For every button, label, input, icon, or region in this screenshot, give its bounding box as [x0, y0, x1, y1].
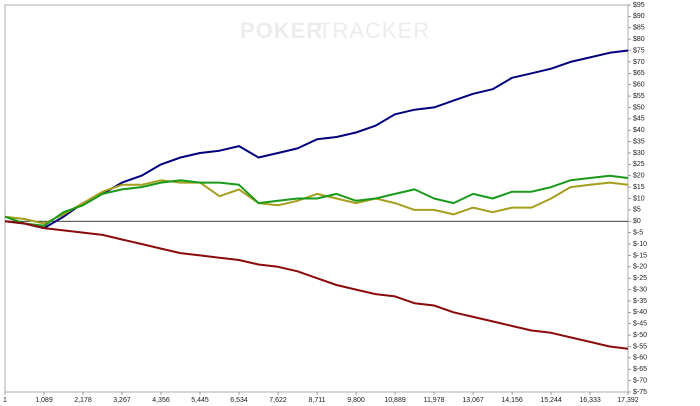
series-line [4, 179, 629, 225]
series-line [4, 174, 629, 227]
y-tick-label: $-5 [633, 229, 643, 236]
y-tick-label: $95 [633, 2, 645, 9]
y-tick-label: $-35 [633, 298, 647, 305]
x-tick-label: 7,622 [269, 397, 287, 404]
x-tick-label: 9,800 [347, 397, 365, 404]
watermark: POKER [240, 18, 323, 43]
y-tick-label: $10 [633, 195, 645, 202]
y-tick-label: $20 [633, 173, 645, 180]
x-tick-label: 14,156 [501, 397, 523, 404]
y-tick-label: $-45 [633, 321, 647, 328]
y-tick-label: $-60 [633, 355, 647, 362]
x-tick-label: 10,889 [384, 397, 406, 404]
y-tick-label: $60 [633, 82, 645, 89]
y-tick-label: $25 [633, 161, 645, 168]
x-tick-label: 5,445 [191, 397, 209, 404]
y-tick-label: $-20 [633, 264, 647, 271]
y-tick-label: $-65 [633, 366, 647, 373]
x-tick-label: 17,392 [617, 397, 639, 404]
y-tick-label: $70 [633, 59, 645, 66]
y-tick-label: $65 [633, 70, 645, 77]
y-tick-label: $-50 [633, 332, 647, 339]
y-tick-label: $-70 [633, 377, 647, 384]
x-tick-label: 3,267 [113, 397, 131, 404]
x-tick-label: 1,089 [35, 397, 53, 404]
x-tick-label: 16,333 [579, 397, 601, 404]
y-tick-label: $55 [633, 93, 645, 100]
x-tick-label: 2,178 [74, 397, 92, 404]
y-tick-label: $90 [633, 13, 645, 20]
y-tick-label: $40 [633, 127, 645, 134]
x-tick-label: 6,534 [230, 397, 248, 404]
y-tick-label: $-40 [633, 309, 647, 316]
y-tick-label: $-75 [633, 389, 647, 396]
x-tick-label: 15,244 [540, 397, 562, 404]
y-tick-label: $75 [633, 47, 645, 54]
y-tick-label: $-10 [633, 241, 647, 248]
x-tick-label: 11,978 [424, 397, 445, 404]
y-tick-label: $-30 [633, 286, 647, 293]
x-tick-label: 13,067 [462, 397, 484, 404]
x-tick-label: 1 [3, 397, 7, 404]
y-tick-label: $0 [633, 218, 641, 225]
y-tick-label: $-55 [633, 343, 647, 350]
x-tick-label: 4,356 [152, 397, 170, 404]
y-tick-label: $35 [633, 138, 645, 145]
y-tick-label: $15 [633, 184, 645, 191]
y-tick-label: $85 [633, 25, 645, 32]
watermark: TRACKER [318, 18, 430, 43]
y-tick-label: $5 [633, 207, 641, 214]
x-tick-label: 8,711 [309, 397, 326, 404]
y-tick-label: $-15 [633, 252, 647, 259]
series-line [4, 220, 629, 350]
y-tick-label: $30 [633, 150, 645, 157]
y-tick-label: $45 [633, 116, 645, 123]
y-tick-label: $50 [633, 104, 645, 111]
y-tick-label: $80 [633, 36, 645, 43]
y-tick-label: $-25 [633, 275, 647, 282]
